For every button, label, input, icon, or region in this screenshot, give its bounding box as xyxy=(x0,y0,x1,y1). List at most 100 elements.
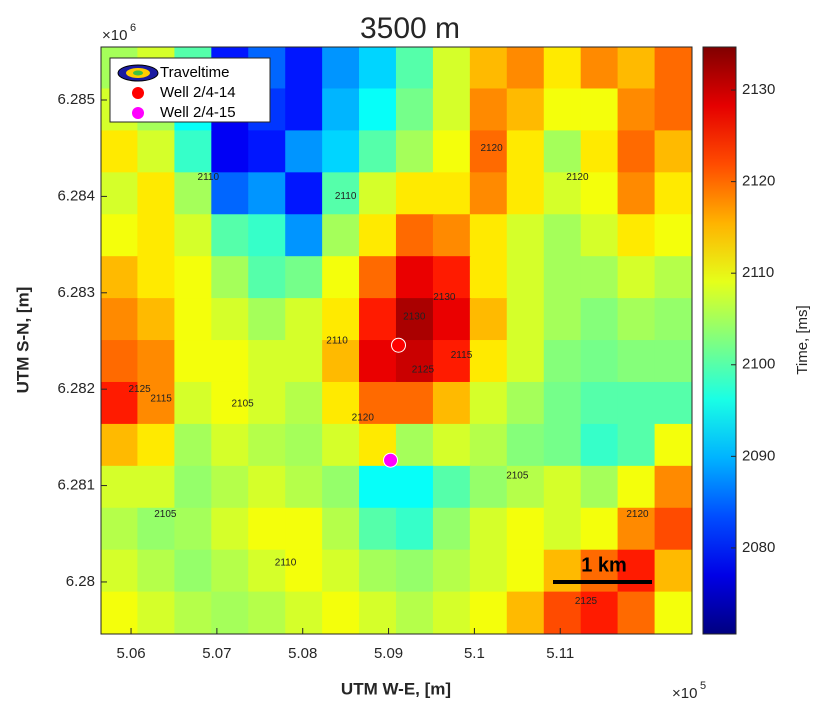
field-cell xyxy=(359,591,397,634)
field-cell xyxy=(395,507,434,551)
field-cell xyxy=(543,340,582,383)
field-cell xyxy=(432,507,471,551)
field-cell xyxy=(580,47,619,90)
contour-label: 2120 xyxy=(626,509,649,520)
field-cell xyxy=(580,381,619,425)
field-cell xyxy=(101,340,139,383)
colorbar-tick-label: 2090 xyxy=(742,447,775,464)
field-cell xyxy=(506,256,545,300)
field-cell xyxy=(432,298,471,342)
contour-label: 2110 xyxy=(326,336,348,347)
scale-bar-label: 1 km xyxy=(581,554,627,576)
y-tick-label: 6.284 xyxy=(57,187,95,204)
field-cell xyxy=(174,549,213,593)
well-marker xyxy=(391,337,407,353)
field-cell xyxy=(432,256,471,300)
field-cell xyxy=(654,423,692,467)
field-cell xyxy=(101,256,139,300)
field-cell xyxy=(137,507,176,551)
field-cell xyxy=(174,381,213,425)
field-cell xyxy=(543,298,582,342)
legend-icon xyxy=(133,70,143,76)
contour-label: 2130 xyxy=(433,292,456,303)
field-cell xyxy=(322,381,361,425)
field-cell xyxy=(506,47,545,90)
contour-label: 2120 xyxy=(480,143,503,154)
legend-marker xyxy=(132,87,144,99)
field-cell xyxy=(285,423,324,467)
field-cell xyxy=(617,172,656,216)
x-axis-label: UTM W-E, [m] xyxy=(341,679,451,698)
x-tick-label: 5.07 xyxy=(202,645,231,662)
field-cell xyxy=(322,591,361,634)
field-cell xyxy=(506,549,545,593)
field-cell xyxy=(654,256,692,300)
field-cell xyxy=(506,381,545,425)
field-cell xyxy=(285,47,324,90)
field-cell xyxy=(248,298,287,342)
field-cell xyxy=(322,340,361,383)
field-cell xyxy=(617,88,656,132)
y-exponent: ×10 xyxy=(102,27,127,44)
field-cell xyxy=(248,172,287,216)
field-cell xyxy=(248,507,287,551)
field-cell xyxy=(322,130,361,174)
field-cell xyxy=(506,214,545,258)
field-cell xyxy=(506,88,545,132)
field-cell xyxy=(174,214,213,258)
field-cell xyxy=(469,88,508,132)
field-cell xyxy=(506,465,545,509)
field-cell xyxy=(211,340,250,383)
field-cell xyxy=(617,47,656,90)
field-cell xyxy=(469,47,508,90)
field-cell xyxy=(395,88,434,132)
field-cell xyxy=(395,381,434,425)
field-cell xyxy=(322,423,361,467)
x-tick-label: 5.08 xyxy=(288,645,317,662)
field-cell xyxy=(285,465,324,509)
contour-label: 2120 xyxy=(352,413,375,424)
field-cell xyxy=(432,549,471,593)
field-cell xyxy=(174,340,213,383)
field-cell xyxy=(322,298,361,342)
field-cell xyxy=(395,256,434,300)
field-cell xyxy=(543,47,582,90)
field-cell xyxy=(432,130,471,174)
field-cell xyxy=(617,549,656,593)
field-cell xyxy=(469,256,508,300)
legend-label: Traveltime xyxy=(160,64,229,81)
colorbar-tick-label: 2120 xyxy=(742,173,775,190)
field-cell xyxy=(174,465,213,509)
field-cell xyxy=(174,256,213,300)
field-cell xyxy=(285,549,324,593)
legend-label: Well 2/4-15 xyxy=(160,104,236,121)
field-cell xyxy=(359,214,397,258)
field-cell xyxy=(469,340,508,383)
field-cell xyxy=(101,465,139,509)
field-cell xyxy=(654,214,692,258)
field-cell xyxy=(469,172,508,216)
field-cell xyxy=(432,381,471,425)
field-cell xyxy=(395,298,434,342)
field-cell xyxy=(359,340,397,383)
field-cell xyxy=(248,381,287,425)
field-cell xyxy=(137,381,176,425)
colorbar-tick-label: 2100 xyxy=(742,356,775,373)
field-cell xyxy=(617,340,656,383)
field-cell xyxy=(211,172,250,216)
field-cell xyxy=(506,423,545,467)
field-cell xyxy=(211,214,250,258)
field-cell xyxy=(432,88,471,132)
field-cell xyxy=(469,549,508,593)
colorbar-tick-label: 2080 xyxy=(742,539,775,556)
field-cell xyxy=(654,549,692,593)
field-cell xyxy=(285,381,324,425)
field-cell xyxy=(174,423,213,467)
field-cell xyxy=(543,381,582,425)
field-cell xyxy=(322,465,361,509)
y-tick-label: 6.283 xyxy=(57,284,95,301)
field-cell xyxy=(395,214,434,258)
field-cell xyxy=(322,214,361,258)
field-cell xyxy=(469,423,508,467)
